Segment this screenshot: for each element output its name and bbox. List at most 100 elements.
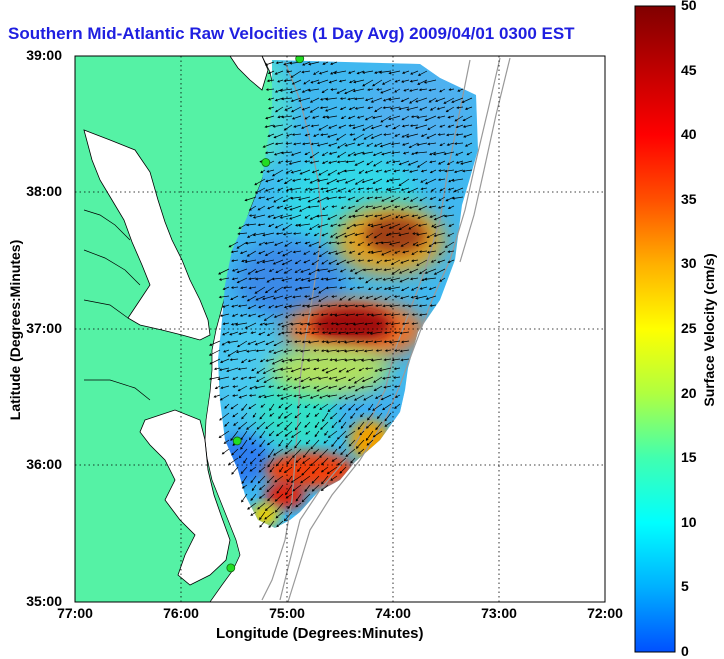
velocity-arrow xyxy=(300,349,311,353)
velocity-arrow xyxy=(388,223,401,229)
velocity-arrow xyxy=(462,115,473,122)
velocity-arrow xyxy=(248,205,257,211)
velocity-arrow xyxy=(304,421,311,428)
velocity-arrow xyxy=(304,133,311,137)
velocity-arrow xyxy=(348,106,356,111)
velocity-arrow xyxy=(448,178,455,183)
velocity-arrow xyxy=(292,448,302,459)
velocity-arrow xyxy=(289,205,302,211)
velocity-arrow xyxy=(311,259,320,266)
velocity-arrow xyxy=(281,322,293,328)
velocity-arrow xyxy=(344,178,356,184)
velocity-arrow xyxy=(241,295,248,299)
velocity-arrow xyxy=(274,304,284,309)
velocity-arrow xyxy=(444,241,455,248)
velocity-arrow xyxy=(426,133,437,139)
velocity-arrow xyxy=(409,124,419,128)
velocity-arrow xyxy=(355,313,365,317)
velocity-arrow xyxy=(349,133,356,136)
velocity-arrow xyxy=(321,475,329,485)
velocity-arrow xyxy=(258,466,266,473)
velocity-arrow xyxy=(314,430,320,438)
velocity-arrow xyxy=(327,250,338,255)
velocity-arrow xyxy=(433,223,446,229)
velocity-arrow xyxy=(286,457,293,465)
velocity-arrow xyxy=(301,466,311,476)
velocity-arrow xyxy=(311,466,320,474)
velocity-arrow xyxy=(394,394,401,398)
velocity-arrow xyxy=(304,484,311,493)
velocity-arrow xyxy=(412,241,419,246)
velocity-arrow xyxy=(303,259,311,264)
velocity-arrow xyxy=(443,151,455,156)
velocity-arrow xyxy=(437,259,446,264)
velocity-arrow xyxy=(366,259,374,263)
velocity-arrow xyxy=(249,466,257,472)
velocity-arrow xyxy=(348,250,356,254)
velocity-arrow xyxy=(388,340,401,344)
velocity-arrow xyxy=(339,106,347,111)
velocity-arrow xyxy=(344,304,356,308)
velocity-arrow xyxy=(317,223,329,228)
velocity-arrow xyxy=(230,250,239,254)
velocity-arrow xyxy=(307,196,320,203)
velocity-arrow xyxy=(429,169,437,174)
velocity-arrow xyxy=(265,178,275,183)
velocity-arrow xyxy=(359,430,365,436)
velocity-arrow xyxy=(357,421,365,430)
velocity-arrow xyxy=(257,448,266,457)
velocity-arrow xyxy=(280,394,293,400)
velocity-arrow xyxy=(321,457,329,466)
station-marker[interactable] xyxy=(295,55,305,64)
velocity-arrow xyxy=(321,160,329,164)
velocity-arrow xyxy=(274,241,284,246)
velocity-arrow xyxy=(372,79,383,87)
velocity-arrow xyxy=(370,358,383,362)
velocity-arrow xyxy=(347,97,356,101)
velocity-arrow xyxy=(410,70,419,75)
velocity-arrow xyxy=(259,358,266,363)
colorbar-tick-label: 45 xyxy=(681,61,697,78)
velocity-arrow xyxy=(406,106,419,111)
station-marker[interactable] xyxy=(226,563,236,573)
velocity-arrow xyxy=(333,70,347,75)
velocity-arrow xyxy=(246,232,257,238)
velocity-arrow xyxy=(241,403,248,411)
velocity-arrow xyxy=(303,79,311,85)
velocity-arrow xyxy=(266,79,275,83)
velocity-arrow xyxy=(429,304,437,307)
velocity-arrow xyxy=(267,457,275,468)
station-marker[interactable] xyxy=(261,158,271,167)
velocity-arrow xyxy=(239,313,248,317)
velocity-arrow xyxy=(395,214,401,219)
velocity-arrow xyxy=(327,214,338,220)
velocity-arrow xyxy=(218,295,230,299)
velocity-arrow xyxy=(293,376,302,381)
velocity-arrow xyxy=(272,259,284,265)
velocity-arrow xyxy=(240,286,248,290)
velocity-arrow xyxy=(394,250,401,254)
velocity-arrow xyxy=(274,502,284,513)
velocity-arrow xyxy=(331,205,338,208)
velocity-arrow xyxy=(294,241,302,245)
velocity-arrow xyxy=(224,403,230,409)
velocity-arrow xyxy=(316,358,329,362)
velocity-arrow xyxy=(380,88,392,94)
velocity-arrow xyxy=(375,169,383,173)
velocity-arrow xyxy=(290,475,302,483)
velocity-arrow xyxy=(255,277,266,281)
velocity-arrow xyxy=(318,169,329,176)
velocity-arrow xyxy=(437,160,446,165)
velocity-arrow xyxy=(383,268,392,272)
velocity-arrow xyxy=(389,178,401,182)
velocity-arrow xyxy=(221,304,230,308)
velocity-arrow xyxy=(274,223,284,229)
velocity-arrow xyxy=(308,61,320,66)
velocity-arrow xyxy=(264,124,275,129)
velocity-arrow xyxy=(311,115,320,119)
velocity-arrow xyxy=(464,142,473,147)
velocity-arrow xyxy=(259,430,266,439)
station-marker[interactable] xyxy=(232,436,242,446)
velocity-arrow xyxy=(389,241,401,246)
